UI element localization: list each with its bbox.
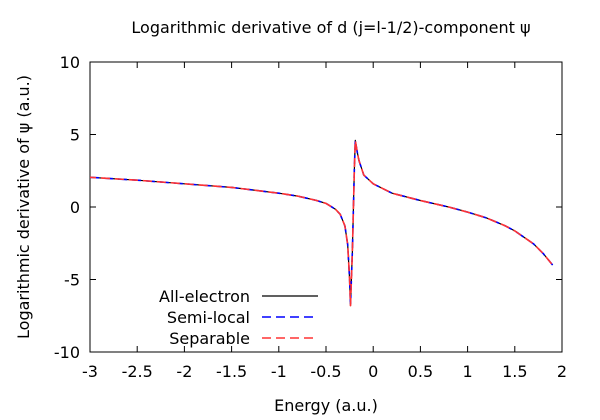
x-tick-label: 1 [463, 362, 473, 381]
chart-title: Logarithmic derivative of d (j=l-1/2)-co… [131, 18, 530, 37]
legend-label: All-electron [159, 287, 250, 306]
x-tick-label: 1.5 [502, 362, 527, 381]
y-axis: -10 -5 0 5 10 [54, 53, 562, 362]
y-axis-label: Logarithmic derivative of ψ (a.u.) [14, 75, 33, 339]
series-line-separable [89, 139, 554, 307]
x-axis-label: Energy (a.u.) [274, 396, 378, 415]
series-lines [89, 139, 554, 307]
plot-frame [89, 61, 563, 353]
x-tick-label: -3 [82, 362, 98, 381]
y-tick-label: 5 [70, 126, 80, 145]
x-tick-label: -0.5 [310, 362, 341, 381]
x-tick-label: 0 [368, 362, 378, 381]
y-tick-label: -5 [64, 271, 80, 290]
y-tick-label: 0 [70, 198, 80, 217]
x-tick-label: -1 [271, 362, 287, 381]
x-tick-label: 2 [557, 362, 567, 381]
y-tick-label: 10 [60, 53, 80, 72]
x-tick-label: -2.5 [122, 362, 153, 381]
series-line-semi-local [89, 139, 554, 307]
legend-label: Semi-local [167, 308, 250, 327]
x-tick-label: -2 [176, 362, 192, 381]
x-tick-label: -1.5 [216, 362, 247, 381]
y-tick-label: -10 [54, 343, 80, 362]
series-line-all-electron [89, 139, 554, 307]
legend: All-electron Semi-local Separable [159, 287, 318, 348]
legend-label: Separable [169, 329, 250, 348]
x-axis: -3 -2.5 -2 -1.5 -1 -0.5 0 0.5 1 1.5 2 [82, 62, 567, 381]
x-tick-label: 0.5 [408, 362, 433, 381]
